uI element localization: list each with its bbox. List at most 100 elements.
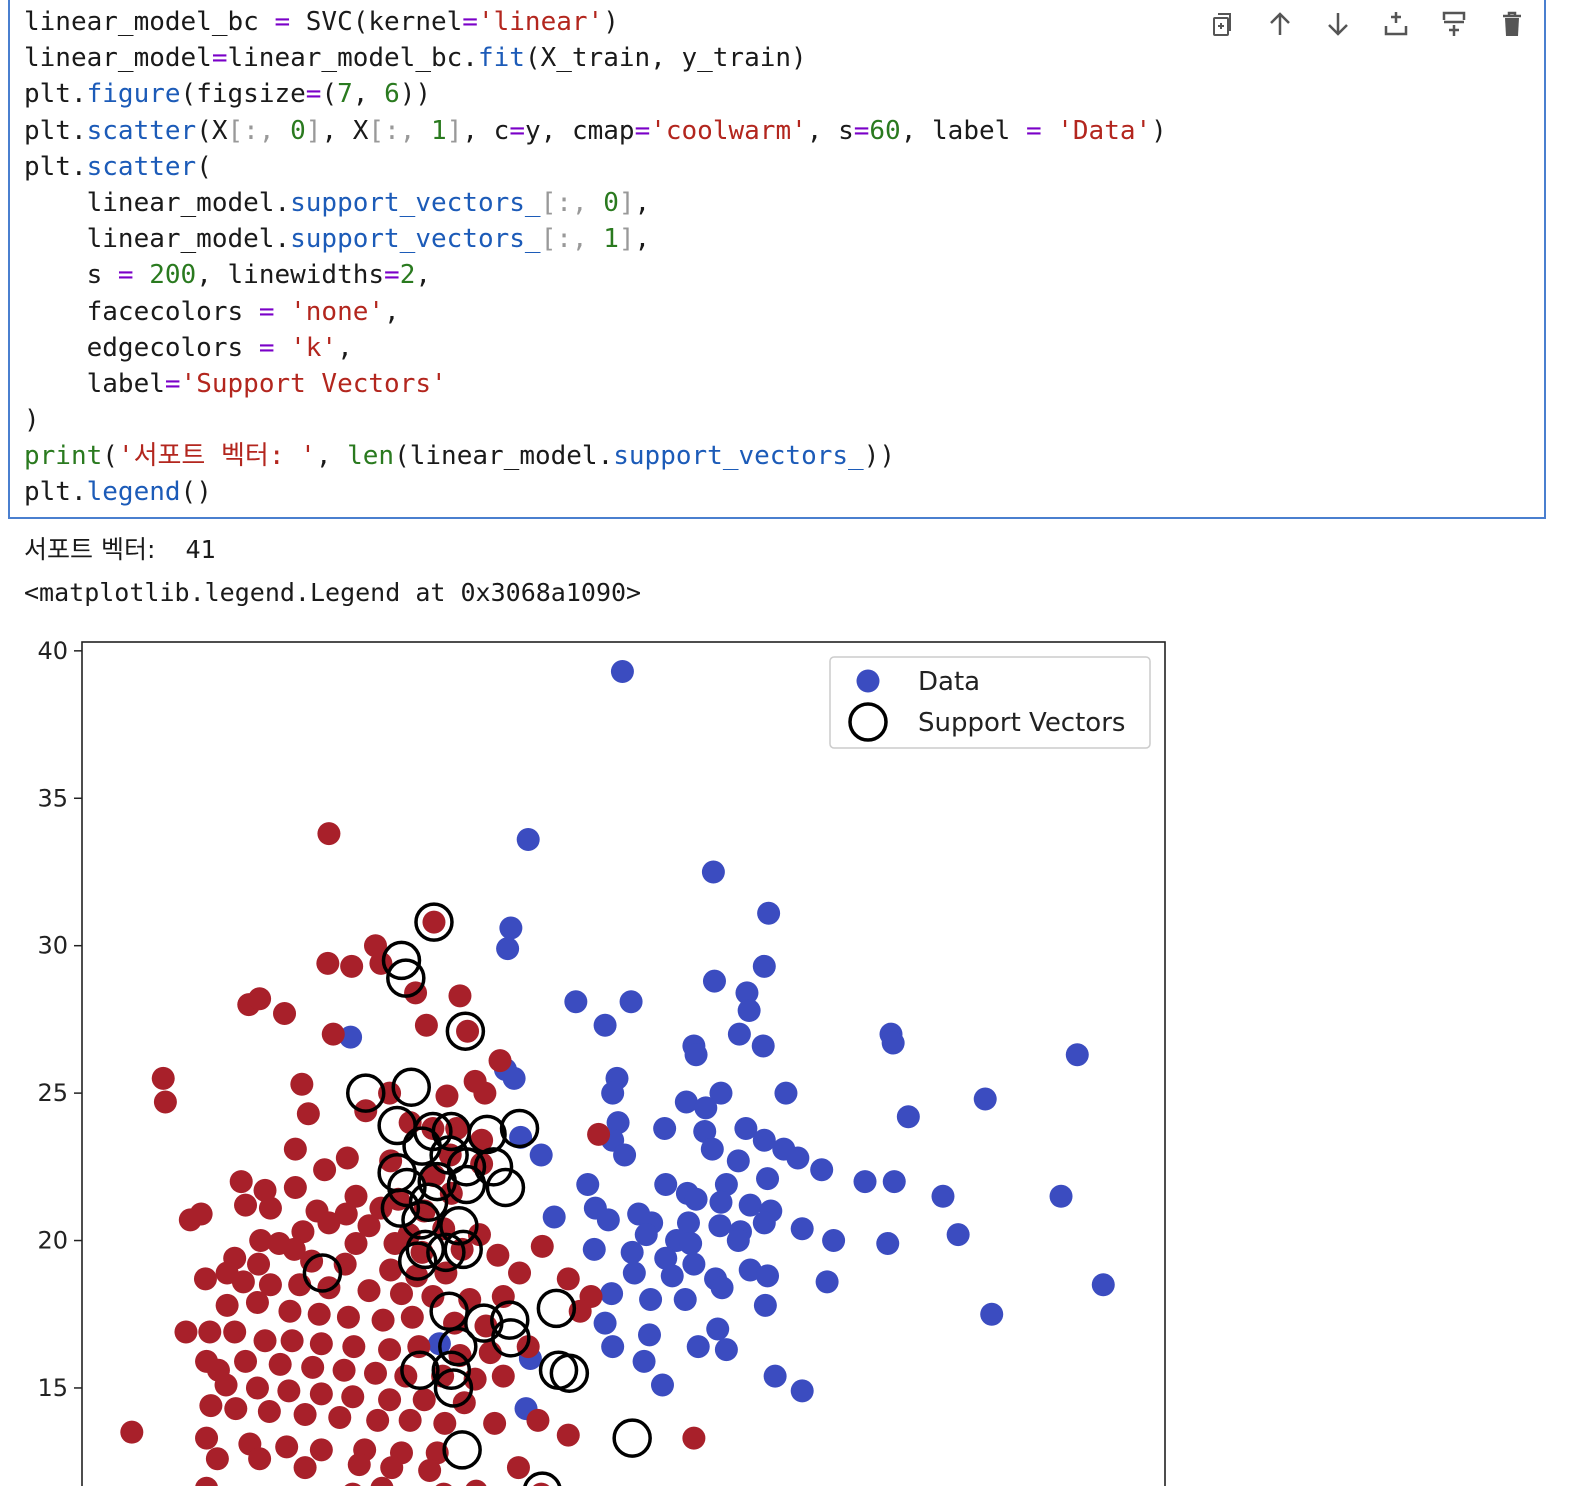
support-vector-marker [381,940,422,981]
data-point-blue [593,1013,617,1037]
code-token: , [337,332,353,363]
data-point-red [231,1270,255,1294]
code-token: = [1025,115,1042,146]
support-vector-marker [549,1353,590,1393]
code-token: plt. [24,115,87,146]
support-vector-marker [433,1368,474,1408]
data-point-red [258,1196,282,1220]
code-token: linear_model_bc [24,7,275,37]
data-point-red [418,1459,442,1483]
data-point-red [309,1332,333,1356]
data-point-red [277,1379,301,1403]
y-tick-label: 20 [37,1227,68,1255]
code-token: 0 [290,115,306,146]
data-point-red [379,1258,403,1282]
data-point-red [371,1308,395,1332]
support-vector-marker [405,1229,446,1270]
code-token: print [24,441,103,472]
code-token: , [352,79,385,110]
code-token: ( [102,441,118,472]
data-point-red [465,1479,487,1486]
move-down-button[interactable] [1320,6,1356,42]
data-point-blue [726,1229,750,1253]
data-point-red [344,1482,361,1486]
data-point-red [370,1476,394,1486]
code-token: facecolors [24,296,259,327]
print-label: 서포트 벡터: [24,535,156,564]
data-point-red [178,1208,202,1232]
data-point-red [248,1447,272,1471]
support-vector-marker [414,902,454,942]
data-point-blue [596,1208,620,1232]
arrow-down-icon [1328,13,1348,36]
code-token: ] [305,115,322,146]
support-vector-marker [391,1067,431,1107]
data-point-red [199,1394,223,1418]
move-up-button[interactable] [1262,6,1298,42]
data-point-red [321,1022,345,1046]
legend-box [829,656,1151,749]
data-point-blue [660,1264,684,1288]
data-point-red [394,1364,418,1388]
data-point-red [380,1456,404,1480]
data-point-red [342,1335,366,1359]
data-point-red [301,1355,325,1379]
code-token: fit [477,43,525,74]
legend-label-support-vectors: Support Vectors [918,708,1125,738]
data-point-red [223,1320,247,1344]
delete-cell-button[interactable] [1494,6,1530,42]
data-point-red [280,1329,304,1353]
insert-above-button[interactable] [1378,6,1414,42]
data-point-red [317,1211,341,1235]
code-token: [:, [227,115,291,146]
code-token: , [384,296,400,327]
data-point-blue [1065,1043,1089,1067]
data-point-blue [881,1031,905,1055]
support-vector-marker [485,1167,526,1208]
data-point-red [205,1447,229,1471]
code-token: = [258,332,275,363]
data-point-red [198,1320,222,1344]
data-point-red [467,1223,491,1247]
y-tick-label: 15 [37,1374,68,1402]
code-token: (X [196,115,228,146]
data-point-blue [676,1211,700,1235]
support-vector-marker [426,1232,466,1273]
data-point-red [463,1069,487,1093]
code-line: linear_model.support_vectors_[:, 1], [24,221,1167,257]
data-point-red [357,1214,381,1238]
duplicate-cell-button[interactable] [1204,6,1240,42]
code-token: 60 [869,115,901,146]
support-vector-marker [417,1161,457,1202]
data-point-blue [509,1125,533,1149]
code-cell[interactable]: linear_model_bc = SVC(kernel='linear') li… [8,0,1546,519]
y-tick-label: 40 [37,637,68,665]
data-point-red [435,1482,452,1486]
data-point-red [340,954,364,978]
support-vector-marker [438,1326,478,1367]
data-point-blue [896,1105,920,1129]
legend-data-marker [856,669,880,693]
data-point-red [317,1276,341,1300]
support-vector-marker [523,1471,562,1486]
data-point-blue [700,1137,724,1161]
insert-below-button[interactable] [1436,6,1472,42]
code-token: linear_model [24,43,212,74]
data-point-red [214,1373,238,1397]
data-point-red [248,987,272,1011]
data-point-blue [600,1282,624,1306]
data-point-red [245,1376,269,1400]
data-point-red [414,1013,438,1037]
data-point-red [317,822,341,846]
code-token: ] [446,115,463,146]
data-point-blue [674,1090,698,1114]
code-editor[interactable]: linear_model_bc = SVC(kernel='linear') li… [24,4,1167,511]
code-token: plt. [24,151,87,182]
data-point-red [282,1237,306,1261]
cell-toolbar [1204,6,1530,42]
support-vector-marker [439,1206,479,1246]
data-point-red [253,1329,277,1353]
data-point-blue [774,1081,798,1105]
data-point-blue [516,828,540,852]
support-vector-marker [446,1164,487,1205]
